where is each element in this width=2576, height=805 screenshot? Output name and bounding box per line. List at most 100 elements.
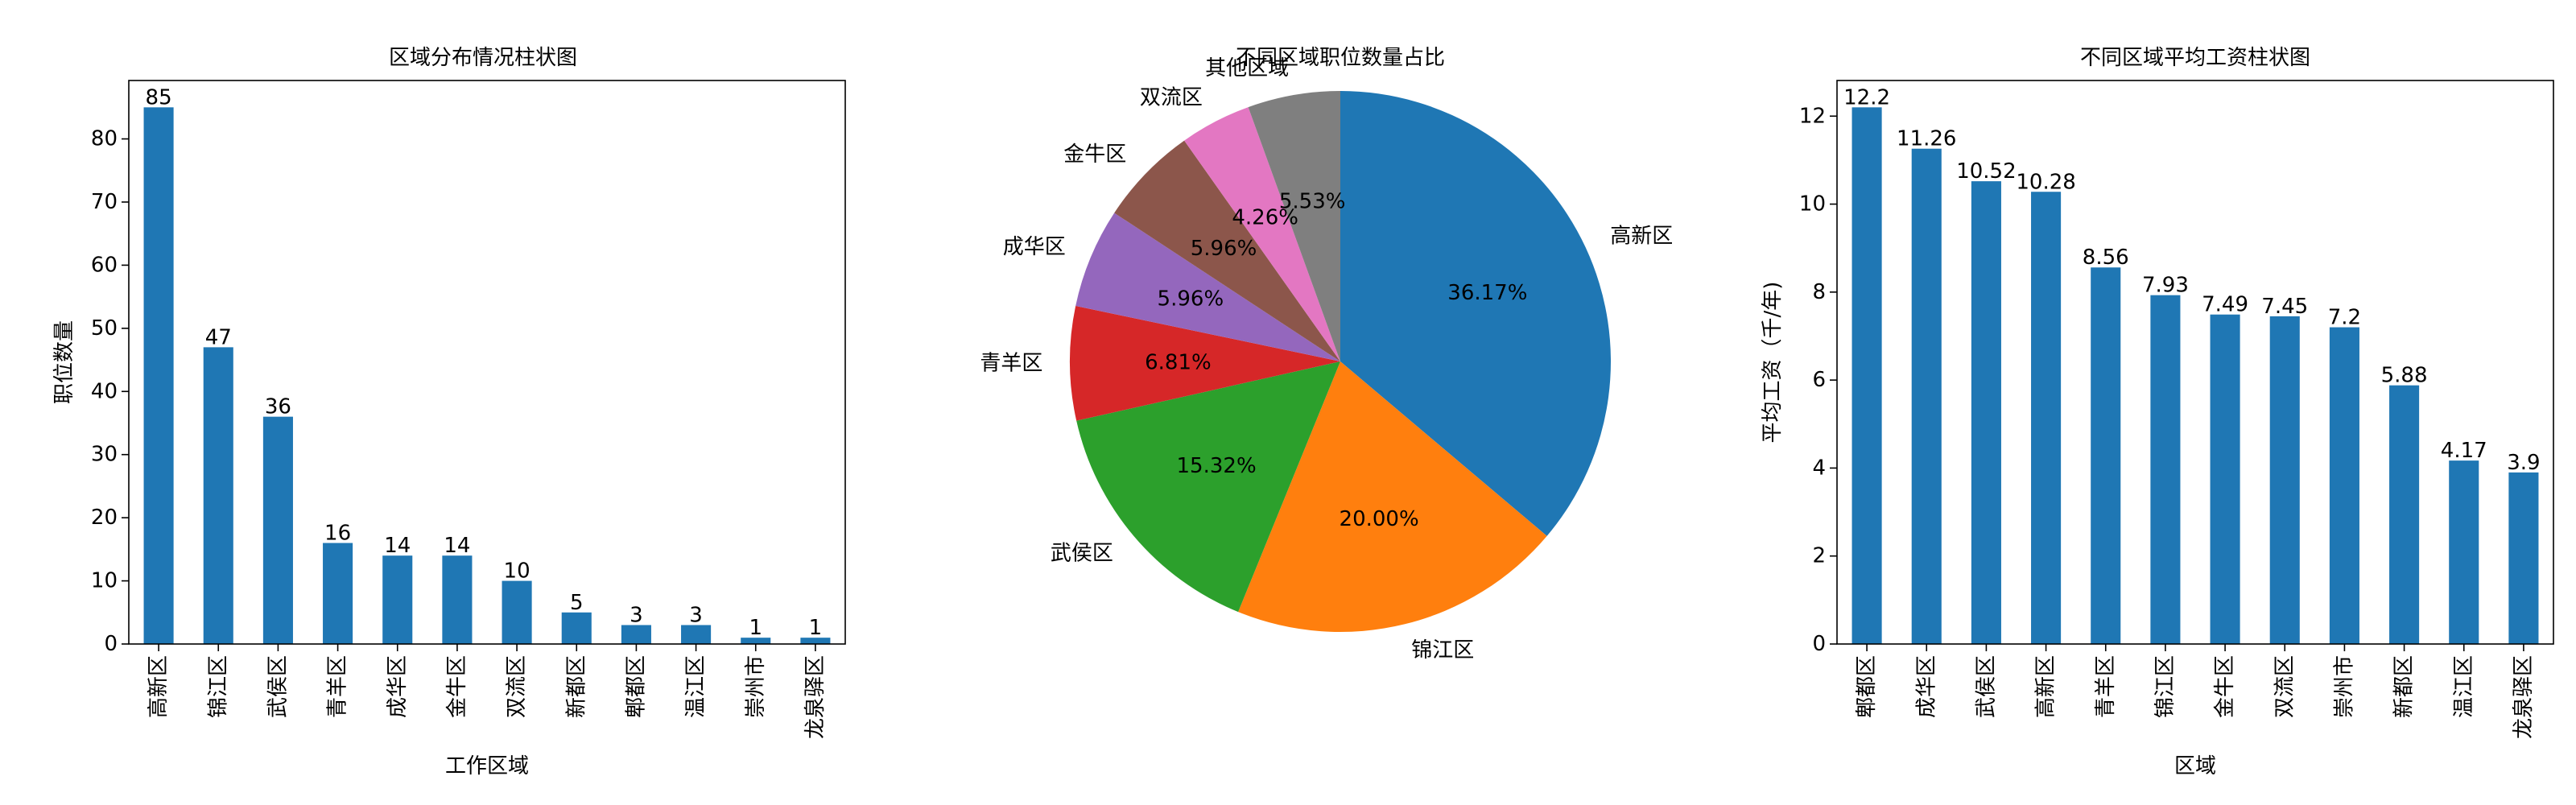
y-tick-label: 0 (1812, 632, 1826, 656)
chart1-xlabel: 工作区域 (445, 754, 529, 778)
bar-9 (621, 625, 651, 644)
x-tick-label: 金牛区 (2213, 655, 2237, 718)
bar-12 (800, 638, 831, 644)
pie-slice-6 (1114, 140, 1340, 361)
bar-value-label: 4.17 (2441, 439, 2487, 463)
x-tick-label: 锦江区 (206, 655, 230, 718)
bar-3 (262, 416, 293, 644)
pie-slice-7 (1184, 107, 1340, 361)
pie-pct-label: 4.26% (1232, 205, 1298, 229)
pie-slice-3 (1076, 361, 1340, 613)
pie-pct-label: 5.96% (1191, 237, 1257, 261)
x-tick-label: 成华区 (386, 655, 410, 718)
pie-label: 金牛区 (1063, 142, 1126, 167)
x-tick-label: 郫都区 (1855, 655, 1879, 718)
pie-label: 锦江区 (1411, 638, 1474, 663)
pie-slice-5 (1075, 213, 1340, 361)
bar-value-label: 36 (265, 395, 291, 419)
bar-value-label: 85 (146, 85, 172, 109)
pie-pct-label: 6.81% (1145, 350, 1212, 374)
bar-10 (681, 625, 712, 644)
x-tick-label: 高新区 (147, 655, 171, 718)
bar-value-label: 10 (504, 559, 530, 584)
x-tick-label: 新都区 (564, 655, 588, 718)
bar-value-label: 10.28 (2016, 170, 2075, 194)
pie-label: 双流区 (1140, 85, 1203, 109)
bar-5 (2091, 267, 2121, 644)
chart3-xlabel: 区域 (2174, 754, 2216, 778)
x-tick-label: 温江区 (2452, 655, 2476, 718)
pie-pct-label: 5.96% (1158, 287, 1224, 312)
x-tick-label: 龙泉驿区 (803, 655, 828, 739)
bar-4 (2031, 192, 2062, 645)
x-tick-label: 锦江区 (2153, 655, 2178, 718)
bar-value-label: 3 (689, 603, 703, 627)
x-tick-label: 龙泉驿区 (2512, 655, 2536, 739)
bar-9 (2329, 327, 2359, 644)
bar-4 (323, 543, 353, 644)
bar-value-label: 1 (749, 616, 762, 640)
y-tick-label: 30 (91, 443, 118, 467)
bar-3 (1971, 181, 2001, 645)
y-tick-label: 40 (91, 379, 118, 403)
pie-label: 其他区域 (1205, 56, 1289, 80)
pie-pct-label: 20.00% (1340, 507, 1419, 531)
x-tick-label: 成华区 (1914, 655, 1938, 718)
y-tick-label: 50 (91, 316, 118, 341)
bar-value-label: 3.9 (2507, 451, 2540, 475)
x-tick-label: 高新区 (2034, 655, 2058, 718)
bar-value-label: 14 (384, 534, 411, 558)
x-tick-label: 新都区 (2392, 655, 2417, 718)
pie-slice-8 (1248, 91, 1340, 361)
y-tick-label: 12 (1799, 104, 1826, 128)
y-tick-label: 60 (91, 253, 118, 277)
y-tick-label: 10 (91, 569, 118, 593)
bar-6 (2150, 295, 2181, 644)
pie-label: 武侯区 (1051, 542, 1113, 566)
bar-11 (741, 638, 771, 644)
y-tick-label: 20 (91, 506, 118, 530)
chart1-title: 区域分布情况柱状图 (389, 46, 577, 70)
x-tick-label: 双流区 (2273, 655, 2297, 718)
y-tick-label: 4 (1812, 456, 1826, 480)
bar-value-label: 3 (630, 603, 643, 627)
bar-8 (2269, 316, 2300, 644)
bar-7 (2210, 314, 2240, 644)
pie-slice-4 (1070, 305, 1340, 421)
bar-6 (442, 555, 473, 644)
x-tick-label: 温江区 (684, 655, 708, 718)
bar-value-label: 1 (809, 616, 823, 640)
bar-value-label: 11.26 (1897, 127, 1956, 151)
bar-value-label: 16 (324, 522, 351, 546)
chart1-ylabel: 职位数量 (52, 320, 76, 404)
bar-value-label: 7.45 (2261, 295, 2308, 319)
bar-10 (2389, 385, 2420, 644)
pie-pct-label: 36.17% (1447, 281, 1527, 305)
pie-pct-label: 15.32% (1177, 454, 1257, 478)
bar-value-label: 5 (570, 591, 584, 615)
y-tick-label: 80 (91, 127, 118, 151)
x-tick-label: 武侯区 (1974, 655, 1998, 718)
y-tick-label: 6 (1812, 368, 1826, 392)
y-tick-label: 8 (1812, 280, 1826, 304)
bar-value-label: 47 (205, 325, 232, 349)
pie-pct-label: 5.53% (1279, 189, 1346, 213)
chart2-title: 不同区域职位数量占比 (1236, 46, 1445, 70)
x-tick-label: 崇州市 (2332, 655, 2356, 718)
bar-5 (382, 555, 413, 644)
x-tick-label: 崇州市 (744, 655, 768, 718)
bar-12 (2508, 472, 2539, 644)
pie-label: 青羊区 (980, 352, 1042, 376)
bar-value-label: 7.49 (2202, 293, 2248, 317)
bar-7 (502, 580, 532, 644)
bar-value-label: 7.93 (2142, 274, 2189, 298)
y-tick-label: 2 (1812, 544, 1826, 568)
y-tick-label: 0 (104, 632, 118, 656)
bar-value-label: 5.88 (2381, 364, 2428, 388)
pie-slice-2 (1238, 361, 1547, 633)
bar-value-label: 7.2 (2328, 306, 2361, 330)
x-tick-label: 青羊区 (2094, 655, 2118, 718)
x-tick-label: 武侯区 (266, 655, 290, 718)
x-tick-label: 郫都区 (624, 655, 648, 718)
